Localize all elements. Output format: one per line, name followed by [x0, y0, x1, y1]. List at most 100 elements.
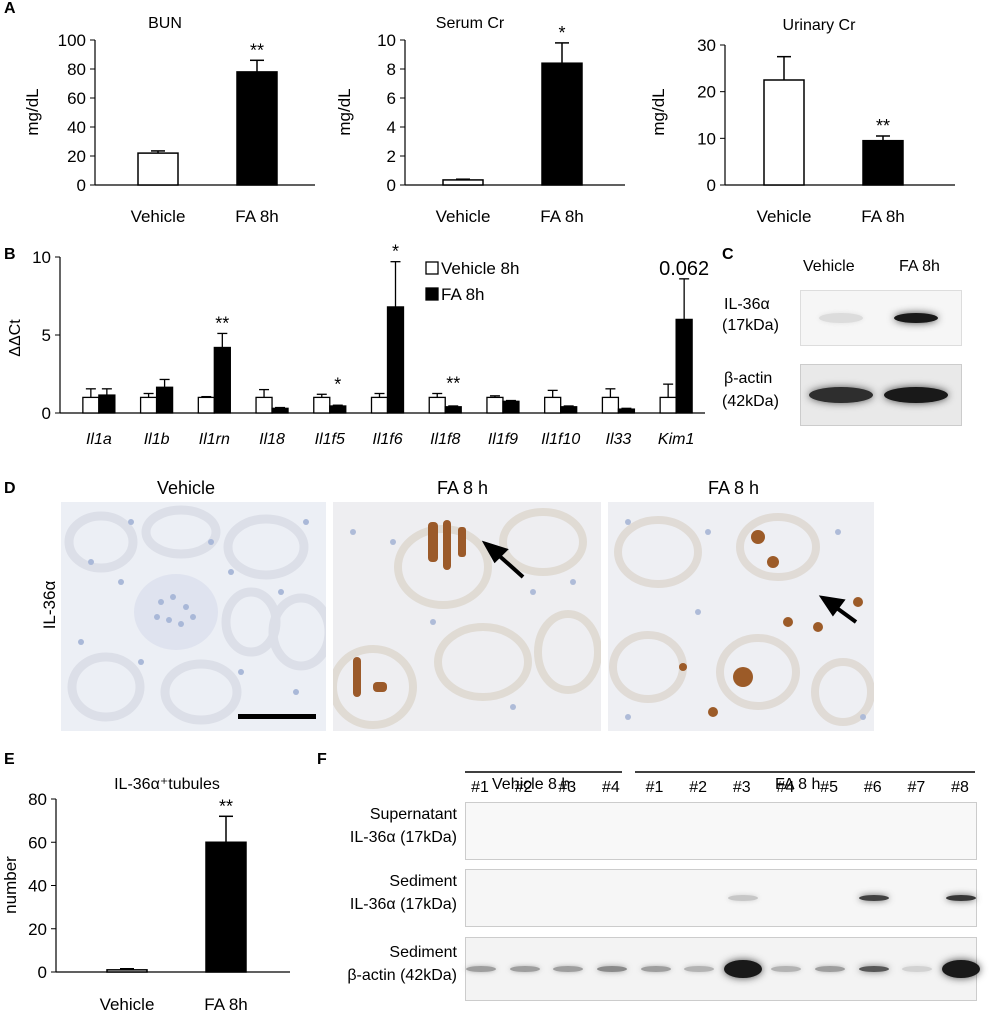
blot-f-band	[727, 895, 758, 901]
il36_tubules-title: IL-36α⁺tubules	[114, 776, 220, 793]
urinary_cr-bar	[763, 79, 805, 186]
ddct-bar	[255, 396, 273, 414]
ddct-category-label: Il33	[606, 431, 632, 448]
blot-c-row2-size: (42kDa)	[722, 393, 779, 410]
urinary_cr-y-tick-label: 30	[697, 36, 716, 55]
ddct-bar	[329, 405, 347, 414]
histology-image-fa-1	[333, 502, 601, 731]
blot-f-lane-label: #3	[732, 779, 751, 796]
blot-f-lane-label: #4	[602, 779, 620, 796]
blot-f-sediment-actin-membrane	[465, 937, 980, 1001]
blot-c-row1-label: IL-36α	[724, 296, 770, 313]
urinary_cr-ylabel: mg/dL	[649, 88, 668, 135]
ddct-bar	[98, 394, 116, 414]
ddct-significance: 0.062	[659, 258, 709, 280]
ddct-bar	[601, 396, 620, 414]
histology-header-3: FA 8 h	[708, 478, 760, 498]
blot-c-band	[894, 313, 939, 323]
ddct-bar	[502, 400, 520, 414]
ddct-legend-label: FA 8h	[441, 285, 484, 304]
serum_cr-y-tick-label: 4	[387, 118, 396, 137]
ddct-bar	[444, 406, 462, 414]
blot-f-band	[815, 966, 846, 972]
blot-f-lane-label: #1	[645, 779, 664, 796]
urinary_cr-y-tick-label: 0	[707, 176, 716, 195]
blot-f-band	[946, 895, 976, 901]
blot-f-band	[902, 966, 933, 972]
serum_cr-y-tick-label: 6	[387, 89, 396, 108]
histology-row-label: IL-36α	[40, 580, 59, 630]
ddct-category-label: Il1b	[144, 431, 170, 448]
ddct-category-label: Il1f5	[315, 431, 345, 448]
bun-y-tick-label: 40	[67, 118, 86, 137]
blot-c-row1-size: (17kDa)	[722, 317, 779, 334]
blot-f-lane-label: #1	[471, 779, 489, 796]
histology-header-2: FA 8 h	[437, 478, 489, 498]
serum_cr-y-tick-label: 8	[387, 60, 396, 79]
ddct-ylabel: ΔΔCt	[7, 319, 24, 357]
blot-c-header-vehicle: Vehicle	[803, 258, 855, 275]
ddct-category-label: Il18	[259, 431, 285, 448]
bun-category-label: FA 8h	[235, 207, 278, 226]
blot-c-band	[809, 387, 873, 403]
blot-f-band	[684, 966, 715, 972]
ddct-category-label: Il1f8	[430, 431, 460, 448]
ddct-category-label: Il1rn	[199, 431, 230, 448]
ddct-bar	[428, 396, 446, 414]
serum_cr-title: Serum Cr	[436, 15, 505, 32]
panel-label-e: E	[4, 751, 15, 768]
ddct-significance: **	[215, 313, 229, 333]
blot-f-lane-label: #2	[514, 779, 533, 796]
arrow-icon	[481, 540, 525, 579]
il36_tubules-category-label: Vehicle	[100, 995, 155, 1013]
urinary_cr-y-tick-label: 10	[697, 129, 716, 148]
ddct-category-label: Il1a	[86, 431, 112, 448]
urinary_cr-significance: **	[876, 116, 890, 136]
ddct-bar	[370, 396, 389, 414]
ddct-bar	[139, 396, 158, 414]
blot-f-band	[942, 960, 980, 978]
ddct-legend-swatch	[425, 261, 439, 275]
blot-f-row3-line2: β-actin (42kDa)	[347, 967, 457, 984]
blot-f-lane-label: #8	[951, 779, 969, 796]
blot-f-row2-line1: Sediment	[389, 873, 457, 890]
histology-image-fa-2	[608, 502, 874, 731]
arrow-icon	[818, 595, 858, 624]
bun-category-label: Vehicle	[131, 207, 186, 226]
ddct-category-label: Il1f10	[541, 431, 580, 448]
blot-f-band	[553, 966, 584, 972]
blot-f-lane-label: #7	[907, 779, 926, 796]
blot-f-group-fa: FA 8 h	[775, 776, 821, 793]
blot-c-header-fa: FA 8h	[899, 258, 940, 275]
blot-f-band	[466, 966, 496, 972]
serum_cr-y-tick-label: 2	[387, 147, 396, 166]
blot-f-band	[858, 895, 889, 901]
blot-f-lane-label: #3	[558, 779, 577, 796]
blot-f-row1-line1: Supernatant	[369, 806, 457, 823]
blot-f-band	[640, 966, 671, 972]
serum_cr-y-tick-label: 0	[387, 176, 396, 195]
bun-ylabel: mg/dL	[23, 88, 42, 135]
urinary_cr-title: Urinary Cr	[783, 17, 857, 34]
bun-significance: **	[250, 40, 264, 60]
urinary_cr-category-label: Vehicle	[757, 207, 812, 226]
il36_tubules-ylabel: number	[1, 856, 20, 914]
blot-c-band	[819, 313, 863, 323]
bun-bar	[137, 152, 179, 186]
il36_tubules-y-tick-label: 20	[28, 920, 47, 939]
blot-f-lane-label: #4	[776, 779, 795, 796]
blot-c-band	[884, 387, 949, 403]
blot-f-row1-line2: IL-36α (17kDa)	[349, 829, 457, 846]
ddct-bar	[386, 306, 405, 414]
ddct-bar	[675, 318, 693, 414]
ddct-bar	[544, 396, 562, 414]
serum_cr-bar	[541, 62, 583, 186]
urinary_cr-bar	[862, 139, 904, 186]
blot-c-il36-membrane	[800, 290, 962, 346]
ddct-significance: *	[334, 374, 341, 394]
serum_cr-y-tick-label: 10	[377, 31, 396, 50]
blot-f-band	[858, 966, 889, 972]
ddct-significance: **	[446, 374, 460, 394]
panel-label-c: C	[722, 246, 734, 263]
